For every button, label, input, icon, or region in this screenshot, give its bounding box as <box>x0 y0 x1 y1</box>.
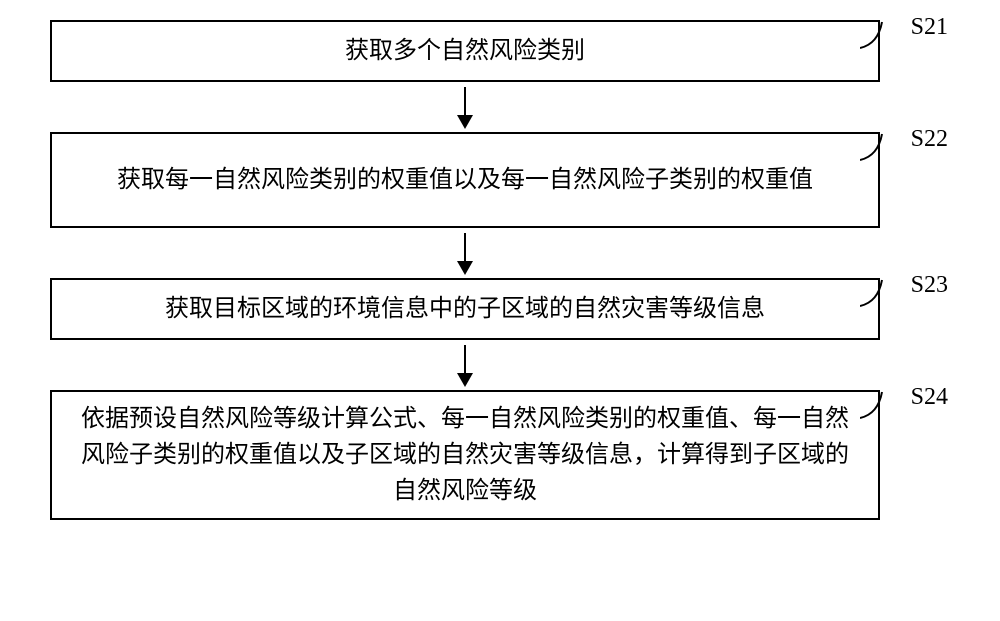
connector-curve-1 <box>860 20 890 50</box>
connector-curve-4 <box>860 390 890 420</box>
step-text-3: 获取目标区域的环境信息中的子区域的自然灾害等级信息 <box>165 291 765 327</box>
step-box-4: S24 依据预设自然风险等级计算公式、每一自然风险类别的权重值、每一自然风险子类… <box>50 390 880 520</box>
connector-curve-3 <box>860 278 890 308</box>
step-label-3: S23 <box>911 272 948 299</box>
arrow-1 <box>50 82 880 132</box>
arrow-2 <box>50 228 880 278</box>
step-text-1: 获取多个自然风险类别 <box>345 33 585 69</box>
step-text-2: 获取每一自然风险类别的权重值以及每一自然风险子类别的权重值 <box>117 162 813 198</box>
step-box-2: S22 获取每一自然风险类别的权重值以及每一自然风险子类别的权重值 <box>50 132 880 228</box>
step-box-1: S21 获取多个自然风险类别 <box>50 20 880 82</box>
step-text-4: 依据预设自然风险等级计算公式、每一自然风险类别的权重值、每一自然风险子类别的权重… <box>72 401 858 509</box>
arrow-3 <box>50 340 880 390</box>
step-box-3: S23 获取目标区域的环境信息中的子区域的自然灾害等级信息 <box>50 278 880 340</box>
flowchart-container: S21 获取多个自然风险类别 S22 获取每一自然风险类别的权重值以及每一自然风… <box>50 20 950 520</box>
step-label-1: S21 <box>911 14 948 41</box>
step-label-4: S24 <box>911 384 948 411</box>
connector-curve-2 <box>860 132 890 162</box>
step-label-2: S22 <box>911 126 948 153</box>
